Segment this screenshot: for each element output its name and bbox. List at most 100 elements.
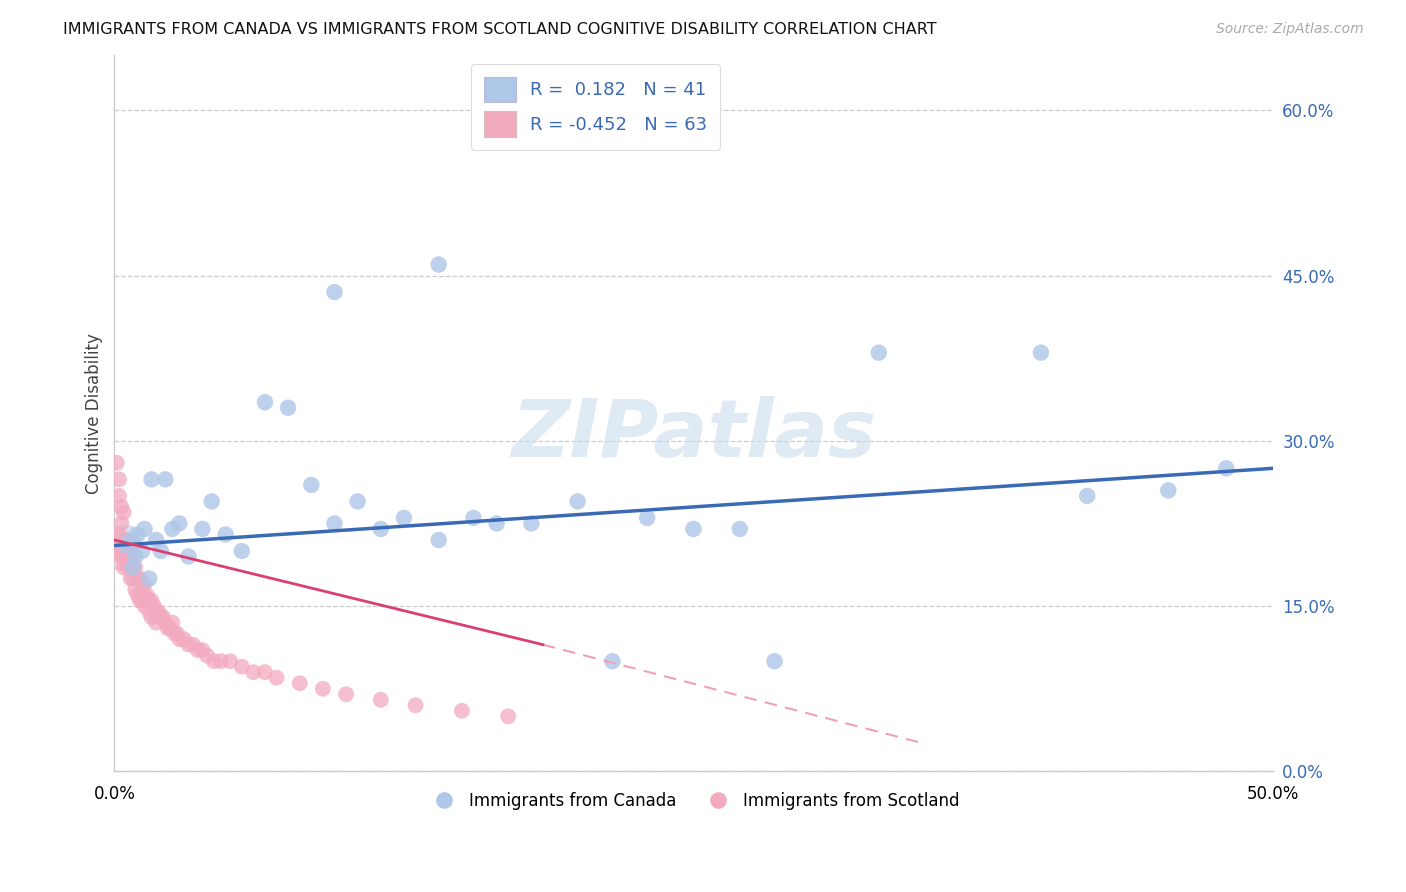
Point — [763, 654, 786, 668]
Point — [323, 285, 346, 299]
Point — [214, 527, 236, 541]
Point — [602, 654, 624, 668]
Point — [127, 588, 149, 602]
Point — [149, 610, 172, 624]
Point — [277, 401, 299, 415]
Point — [110, 549, 132, 564]
Point — [323, 516, 346, 531]
Point — [191, 643, 214, 657]
Point — [141, 593, 163, 607]
Point — [202, 654, 225, 668]
Text: Source: ZipAtlas.com: Source: ZipAtlas.com — [1216, 22, 1364, 37]
Point — [108, 489, 131, 503]
Text: ZIPatlas: ZIPatlas — [510, 396, 876, 474]
Point — [1215, 461, 1237, 475]
Point — [142, 599, 165, 613]
Point — [1157, 483, 1180, 498]
Point — [112, 505, 135, 519]
Point — [427, 533, 450, 547]
Point — [163, 626, 186, 640]
Point — [288, 676, 311, 690]
Point — [122, 560, 145, 574]
Point — [108, 544, 131, 558]
Point — [450, 704, 472, 718]
Point — [209, 654, 232, 668]
Point — [159, 621, 181, 635]
Point — [1076, 489, 1098, 503]
Point — [181, 638, 204, 652]
Point — [135, 588, 157, 602]
Point — [520, 516, 543, 531]
Point — [110, 516, 132, 531]
Point — [201, 494, 224, 508]
Point — [162, 615, 184, 630]
Point — [120, 549, 142, 564]
Point — [177, 549, 200, 564]
Point — [299, 478, 322, 492]
Point — [128, 593, 150, 607]
Point — [131, 582, 153, 597]
Point — [115, 533, 138, 547]
Point — [253, 395, 276, 409]
Point — [162, 522, 184, 536]
Y-axis label: Cognitive Disability: Cognitive Disability — [86, 333, 103, 493]
Point — [231, 544, 253, 558]
Point — [427, 258, 450, 272]
Point — [115, 539, 138, 553]
Point — [120, 572, 142, 586]
Text: IMMIGRANTS FROM CANADA VS IMMIGRANTS FROM SCOTLAND COGNITIVE DISABILITY CORRELAT: IMMIGRANTS FROM CANADA VS IMMIGRANTS FRO… — [63, 22, 936, 37]
Point — [177, 638, 200, 652]
Point — [145, 533, 167, 547]
Point — [485, 516, 508, 531]
Point — [134, 599, 156, 613]
Point — [110, 500, 132, 514]
Point — [105, 456, 128, 470]
Point — [124, 549, 146, 564]
Point — [134, 522, 156, 536]
Point — [152, 610, 174, 624]
Point — [141, 472, 163, 486]
Point — [115, 549, 138, 564]
Point — [266, 671, 288, 685]
Point — [124, 560, 146, 574]
Point — [370, 522, 392, 536]
Point — [138, 593, 160, 607]
Point — [868, 345, 890, 359]
Point — [405, 698, 427, 713]
Point — [335, 687, 357, 701]
Point — [138, 572, 160, 586]
Point — [496, 709, 519, 723]
Point — [636, 511, 658, 525]
Point — [141, 610, 163, 624]
Point — [149, 544, 172, 558]
Point — [148, 605, 170, 619]
Point — [155, 472, 177, 486]
Point — [370, 692, 392, 706]
Point — [134, 577, 156, 591]
Point — [124, 582, 146, 597]
Point — [128, 572, 150, 586]
Point — [122, 572, 145, 586]
Point — [108, 527, 131, 541]
Point — [166, 626, 188, 640]
Point — [169, 632, 191, 647]
Point — [242, 665, 264, 680]
Legend: Immigrants from Canada, Immigrants from Scotland: Immigrants from Canada, Immigrants from … — [420, 786, 966, 817]
Point — [231, 659, 253, 673]
Point — [138, 605, 160, 619]
Point — [682, 522, 704, 536]
Point — [191, 522, 214, 536]
Point — [195, 648, 218, 663]
Point — [117, 560, 139, 574]
Point — [219, 654, 242, 668]
Point — [110, 544, 132, 558]
Point — [145, 615, 167, 630]
Point — [131, 593, 153, 607]
Point — [131, 544, 153, 558]
Point — [1029, 345, 1052, 359]
Point — [127, 527, 149, 541]
Point — [346, 494, 368, 508]
Point — [122, 560, 145, 574]
Point — [112, 539, 135, 553]
Point — [115, 533, 138, 547]
